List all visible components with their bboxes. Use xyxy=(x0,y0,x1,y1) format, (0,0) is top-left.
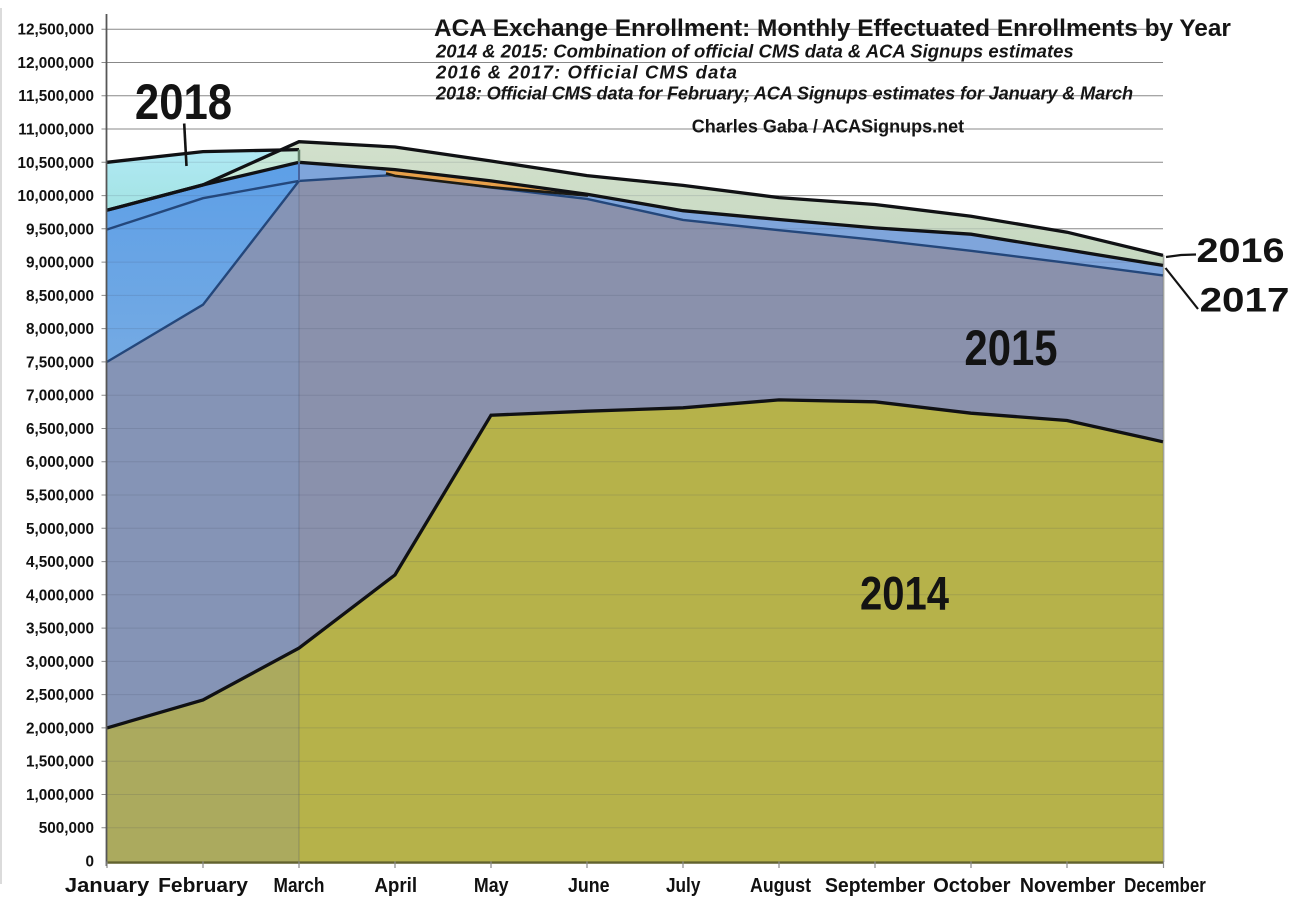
svg-text:9,500,000: 9,500,000 xyxy=(26,221,94,238)
svg-text:2015: 2015 xyxy=(964,319,1057,376)
svg-text:June: June xyxy=(568,875,610,897)
svg-text:9,000,000: 9,000,000 xyxy=(26,255,94,272)
svg-text:5,500,000: 5,500,000 xyxy=(26,488,94,505)
svg-text:2016 & 2017: Official CMS data: 2016 & 2017: Official CMS data xyxy=(435,62,738,83)
svg-text:8,500,000: 8,500,000 xyxy=(26,288,94,305)
svg-text:12,000,000: 12,000,000 xyxy=(17,55,94,72)
svg-text:August: August xyxy=(750,875,812,897)
svg-text:February: February xyxy=(158,874,248,896)
svg-text:March: March xyxy=(274,874,325,896)
svg-text:2018: Official CMS data for Fe: 2018: Official CMS data for February; AC… xyxy=(435,84,1133,104)
svg-text:500,000: 500,000 xyxy=(39,820,94,837)
svg-text:2,500,000: 2,500,000 xyxy=(26,687,94,704)
svg-text:December: December xyxy=(1124,874,1206,897)
svg-text:1,500,000: 1,500,000 xyxy=(26,754,94,771)
svg-text:2014 & 2015: Combination of of: 2014 & 2015: Combination of official CMS… xyxy=(435,41,1074,62)
svg-text:April: April xyxy=(374,874,417,897)
svg-text:July: July xyxy=(666,874,701,897)
svg-text:2014: 2014 xyxy=(860,567,950,620)
svg-text:3,500,000: 3,500,000 xyxy=(26,621,94,638)
svg-text:2,000,000: 2,000,000 xyxy=(26,720,94,737)
svg-text:ACA Exchange Enrollment: Month: ACA Exchange Enrollment: Monthly Effectu… xyxy=(434,15,1231,42)
svg-text:4,000,000: 4,000,000 xyxy=(26,587,94,604)
svg-text:0: 0 xyxy=(85,854,94,871)
svg-text:10,000,000: 10,000,000 xyxy=(17,188,94,205)
svg-text:September: September xyxy=(825,875,926,897)
svg-text:10,500,000: 10,500,000 xyxy=(17,155,94,172)
svg-text:4,500,000: 4,500,000 xyxy=(26,554,94,571)
svg-text:11,000,000: 11,000,000 xyxy=(18,122,94,139)
svg-text:1,000,000: 1,000,000 xyxy=(26,787,94,804)
svg-text:7,500,000: 7,500,000 xyxy=(26,354,94,371)
svg-text:12,500,000: 12,500,000 xyxy=(17,22,94,39)
svg-text:2016: 2016 xyxy=(1196,231,1284,269)
svg-text:6,500,000: 6,500,000 xyxy=(26,421,94,438)
svg-text:January: January xyxy=(65,875,150,897)
svg-text:Charles Gaba / ACASignups.net: Charles Gaba / ACASignups.net xyxy=(692,117,964,137)
svg-text:11,500,000: 11,500,000 xyxy=(18,88,94,105)
svg-text:5,000,000: 5,000,000 xyxy=(26,521,94,538)
svg-text:November: November xyxy=(1020,875,1116,897)
svg-text:7,000,000: 7,000,000 xyxy=(26,388,94,405)
svg-text:8,000,000: 8,000,000 xyxy=(26,321,94,338)
svg-text:May: May xyxy=(474,875,509,897)
svg-text:6,000,000: 6,000,000 xyxy=(26,454,94,471)
svg-text:3,000,000: 3,000,000 xyxy=(26,654,94,671)
svg-text:2018: 2018 xyxy=(135,73,232,130)
svg-text:2017: 2017 xyxy=(1200,280,1290,318)
svg-text:October: October xyxy=(933,875,1011,897)
